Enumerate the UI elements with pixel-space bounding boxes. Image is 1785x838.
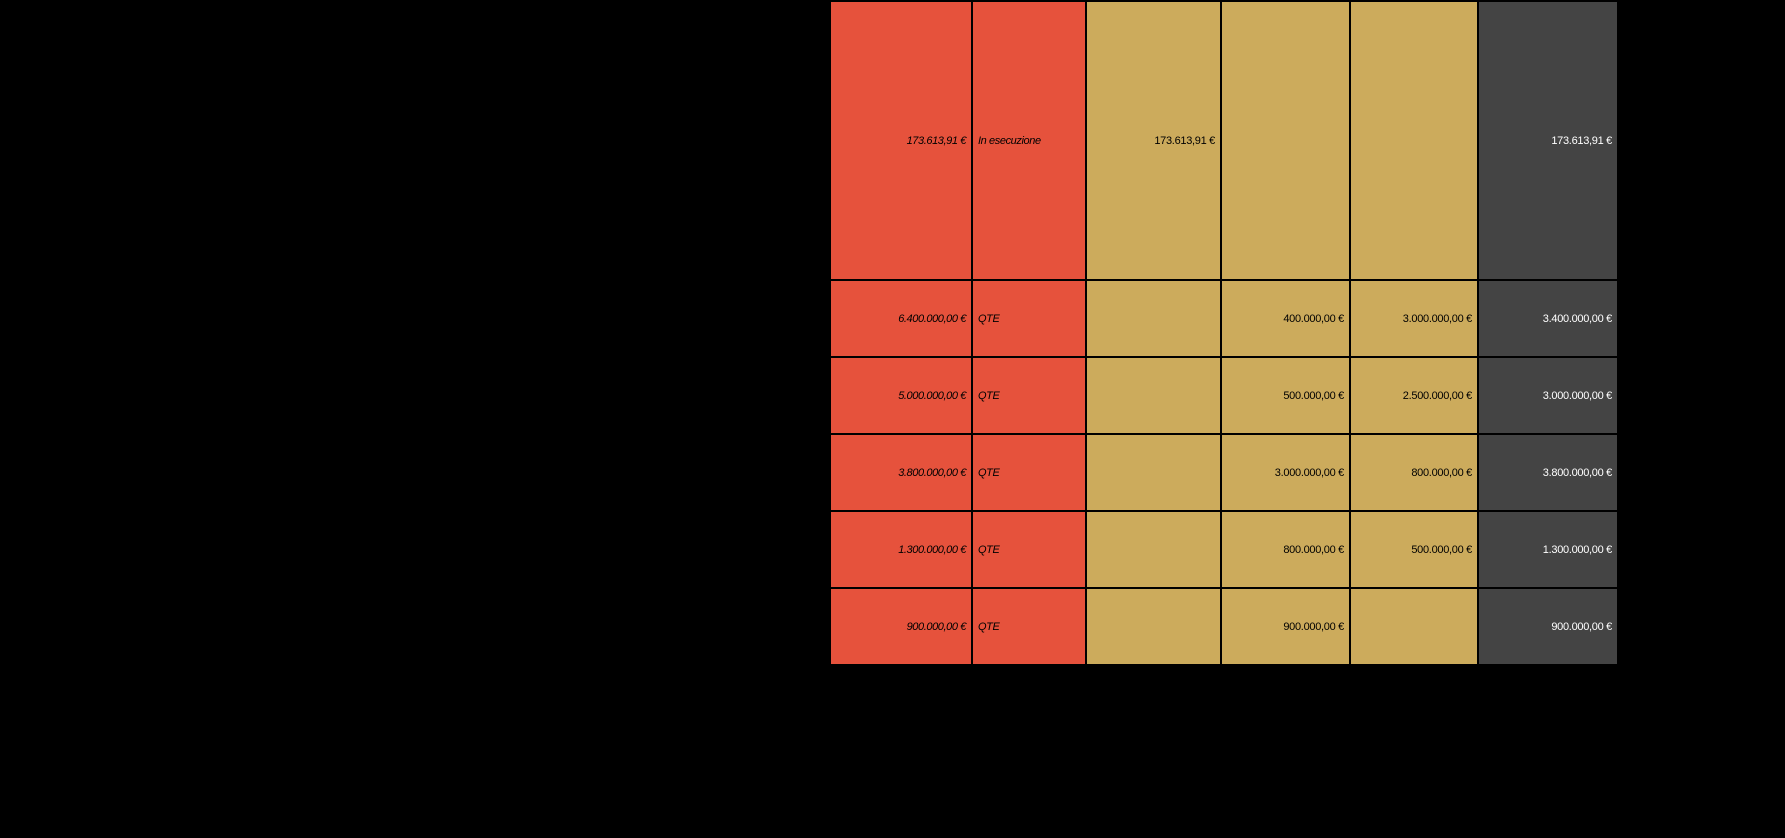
financial-table: 173.613,91 € In esecuzione 173.613,91 € … [829, 0, 1619, 666]
year1-cell[interactable] [1085, 510, 1222, 589]
year2-cell[interactable]: 400.000,00 € [1220, 279, 1351, 358]
year3-cell[interactable] [1349, 587, 1479, 666]
table-row: 900.000,00 € QTE 900.000,00 € 900.000,00… [829, 587, 1619, 666]
table-row: 1.300.000,00 € QTE 800.000,00 € 500.000,… [829, 510, 1619, 589]
total-cell[interactable]: 3.800.000,00 € [1477, 433, 1619, 512]
year2-cell[interactable] [1220, 0, 1351, 281]
amount-cell[interactable]: 173.613,91 € [829, 0, 973, 281]
status-cell[interactable]: QTE [971, 587, 1087, 666]
year1-cell[interactable] [1085, 587, 1222, 666]
total-cell[interactable]: 3.400.000,00 € [1477, 279, 1619, 358]
total-cell[interactable]: 900.000,00 € [1477, 587, 1619, 666]
year1-cell[interactable] [1085, 279, 1222, 358]
total-cell[interactable]: 3.000.000,00 € [1477, 356, 1619, 435]
table-row: 173.613,91 € In esecuzione 173.613,91 € … [829, 0, 1619, 281]
total-cell[interactable]: 173.613,91 € [1477, 0, 1619, 281]
year2-cell[interactable]: 500.000,00 € [1220, 356, 1351, 435]
year3-cell[interactable]: 2.500.000,00 € [1349, 356, 1479, 435]
year2-cell[interactable]: 800.000,00 € [1220, 510, 1351, 589]
amount-cell[interactable]: 5.000.000,00 € [829, 356, 973, 435]
amount-cell[interactable]: 1.300.000,00 € [829, 510, 973, 589]
year1-cell[interactable] [1085, 433, 1222, 512]
year3-cell[interactable]: 800.000,00 € [1349, 433, 1479, 512]
table-row: 3.800.000,00 € QTE 3.000.000,00 € 800.00… [829, 433, 1619, 512]
status-cell[interactable]: QTE [971, 279, 1087, 358]
year3-cell[interactable]: 500.000,00 € [1349, 510, 1479, 589]
amount-cell[interactable]: 3.800.000,00 € [829, 433, 973, 512]
status-cell[interactable]: QTE [971, 356, 1087, 435]
total-cell[interactable]: 1.300.000,00 € [1477, 510, 1619, 589]
table-row: 5.000.000,00 € QTE 500.000,00 € 2.500.00… [829, 356, 1619, 435]
status-cell[interactable]: QTE [971, 510, 1087, 589]
status-cell[interactable]: QTE [971, 433, 1087, 512]
year1-cell[interactable]: 173.613,91 € [1085, 0, 1222, 281]
year2-cell[interactable]: 3.000.000,00 € [1220, 433, 1351, 512]
year1-cell[interactable] [1085, 356, 1222, 435]
status-cell[interactable]: In esecuzione [971, 0, 1087, 281]
year3-cell[interactable]: 3.000.000,00 € [1349, 279, 1479, 358]
year3-cell[interactable] [1349, 0, 1479, 281]
amount-cell[interactable]: 6.400.000,00 € [829, 279, 973, 358]
year2-cell[interactable]: 900.000,00 € [1220, 587, 1351, 666]
amount-cell[interactable]: 900.000,00 € [829, 587, 973, 666]
table-row: 6.400.000,00 € QTE 400.000,00 € 3.000.00… [829, 279, 1619, 358]
